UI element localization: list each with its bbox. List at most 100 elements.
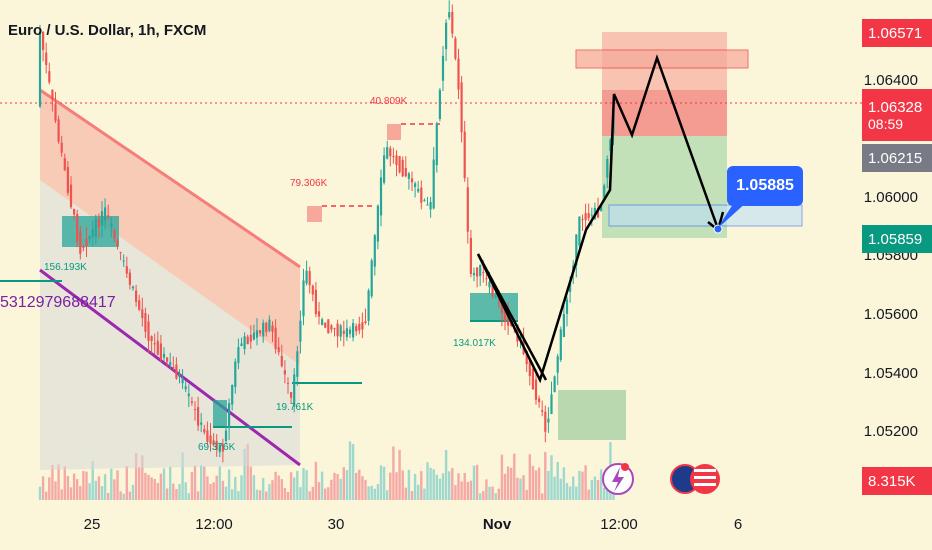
volume-bar	[255, 489, 259, 500]
candle-body	[339, 325, 342, 337]
time-label-3: 30	[327, 516, 345, 533]
candle-body	[553, 376, 556, 393]
volume-bar	[271, 480, 274, 500]
candle-body	[435, 123, 438, 166]
candle-body	[66, 167, 69, 193]
candle-body	[48, 71, 51, 83]
candle-body	[150, 336, 153, 342]
candle-body	[596, 207, 600, 218]
volume-bar	[265, 491, 268, 500]
gray-price-tag[interactable]: 1.06215	[862, 144, 932, 172]
target-price-callout[interactable]: 1.05885	[727, 166, 803, 206]
volume-bar	[525, 489, 528, 500]
volume-bar	[240, 475, 243, 500]
candle-body	[296, 351, 299, 377]
candle-body	[280, 355, 283, 367]
candle-body	[342, 330, 345, 334]
candle-body	[420, 187, 423, 203]
volume-bar	[131, 484, 135, 500]
volume-bar	[150, 477, 153, 500]
current-price-tag[interactable]: 1.06328 08:59	[862, 89, 932, 141]
volume-bar	[227, 469, 231, 500]
volume-tag[interactable]: 8.315K	[862, 467, 932, 495]
volume-bar	[503, 473, 507, 500]
volume-bar	[97, 476, 101, 500]
volume-bar	[327, 487, 330, 500]
candle-body	[500, 302, 503, 314]
candle-body	[60, 142, 63, 153]
candle-body	[104, 207, 107, 221]
candle-body	[531, 368, 534, 390]
volume-bar	[448, 471, 451, 500]
volume-bar	[212, 482, 215, 500]
volume-bar	[330, 479, 333, 500]
vol-label-5: 19.761K	[276, 402, 314, 413]
volume-bar	[308, 491, 311, 500]
volume-bar	[413, 473, 417, 500]
volume-bar	[162, 468, 166, 500]
volume-bar	[420, 471, 423, 500]
volume-bar	[438, 478, 442, 500]
candle-body	[184, 386, 187, 390]
volume-bar	[206, 476, 209, 500]
volume-bar	[572, 476, 575, 500]
candle-body	[283, 370, 286, 375]
volume-bar	[534, 470, 538, 500]
volume-bar	[562, 467, 566, 500]
candle-body	[376, 205, 379, 242]
top-price-tag[interactable]: 1.06571	[862, 19, 932, 47]
volume-bar	[280, 479, 283, 500]
candle-body	[128, 272, 131, 285]
time-label-2: 12:00	[195, 516, 233, 533]
volume-bar	[141, 455, 144, 500]
candle-body	[578, 216, 581, 246]
volume-bar	[193, 465, 197, 500]
stop-zone	[602, 32, 727, 136]
candle-body	[63, 158, 66, 171]
volume-bar	[286, 491, 290, 500]
volume-bar	[66, 475, 70, 500]
volume-bar	[277, 475, 280, 500]
candle-body	[472, 272, 476, 276]
candle-body	[290, 392, 293, 398]
volume-bar	[472, 465, 476, 500]
candle-body	[609, 139, 612, 151]
candle-body	[54, 104, 57, 121]
volume-bar	[370, 485, 373, 500]
price-label-5: 1.05400	[863, 365, 918, 382]
green-price-tag[interactable]: 1.05859	[862, 225, 932, 253]
volume-bar	[296, 471, 299, 500]
candle-body	[76, 213, 79, 242]
volume-bar	[79, 486, 82, 500]
volume-bar	[454, 485, 457, 500]
candle-body	[215, 440, 218, 451]
candle-body	[138, 300, 141, 310]
supply-zone-1	[387, 124, 401, 140]
candle-body	[94, 219, 97, 237]
volume-bar	[348, 441, 352, 500]
volume-bar	[528, 454, 531, 500]
volume-bar	[531, 465, 535, 500]
volume-bar	[60, 489, 63, 500]
candle-body	[398, 156, 401, 173]
candle-body	[249, 334, 252, 342]
candle-body	[203, 429, 206, 433]
candle-body	[528, 360, 531, 377]
candle-body	[200, 422, 203, 425]
candle-body	[367, 290, 370, 321]
volume-bar	[221, 480, 225, 500]
volume-bar	[69, 487, 73, 500]
volume-bar	[293, 477, 296, 500]
volume-bar	[231, 489, 234, 500]
volume-bar	[200, 465, 203, 500]
volume-bar	[460, 481, 463, 500]
candle-body	[392, 156, 395, 158]
candle-body	[383, 155, 386, 183]
current-price-text: 1.06328	[868, 98, 923, 116]
volume-bar	[41, 476, 45, 500]
volume-bar	[339, 478, 342, 500]
candle-body	[169, 362, 172, 366]
volume-bar	[355, 472, 358, 500]
candle-body	[445, 22, 448, 50]
